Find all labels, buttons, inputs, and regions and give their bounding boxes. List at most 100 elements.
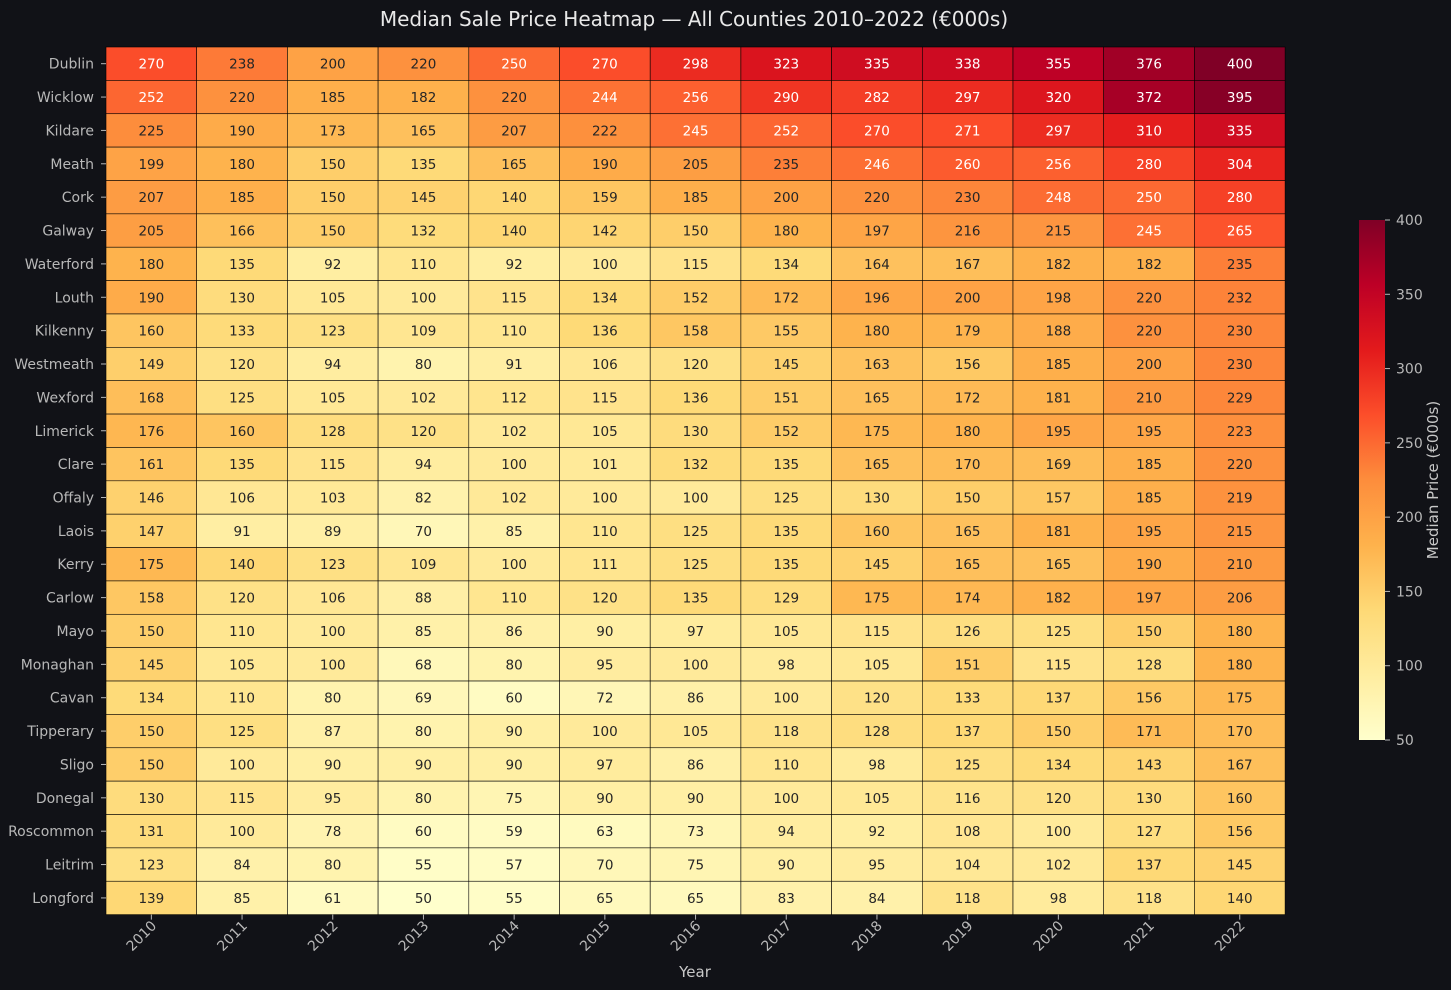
heatmap-cell: [1103, 213, 1195, 248]
heatmap-cell: [831, 113, 923, 148]
heatmap-cell: [468, 613, 560, 648]
heatmap-cell-label: 145: [864, 557, 890, 573]
colorbar-tick-label: 50: [1396, 733, 1414, 749]
heatmap-cell: [1103, 513, 1195, 548]
heatmap-cell: [196, 680, 288, 715]
heatmap-cell: [287, 213, 379, 248]
heatmap-cell-label: 85: [415, 624, 432, 640]
heatmap-cell: [287, 146, 379, 181]
heatmap-cell: [921, 213, 1014, 248]
heatmap-cell: [559, 413, 651, 448]
heatmap-cell: [559, 647, 651, 682]
heatmap-cell: [105, 380, 197, 415]
heatmap-cell: [468, 113, 560, 148]
heatmap-cell: [1103, 380, 1195, 415]
heatmap-cell-label: 180: [138, 257, 164, 273]
x-tick-label: 2022: [1212, 918, 1249, 955]
heatmap-cell: [649, 313, 742, 348]
colorbar-tick-label: 400: [1396, 213, 1423, 229]
heatmap-cell-label: 78: [324, 824, 341, 840]
heatmap-cell: [921, 680, 1014, 715]
heatmap-cell-label: 50: [415, 891, 432, 907]
heatmap-cell-label: 207: [138, 190, 164, 206]
heatmap-cell: [377, 80, 470, 115]
heatmap-cell: [1012, 113, 1104, 148]
heatmap-cell: [468, 880, 560, 915]
heatmap-cell-label: 102: [501, 424, 527, 440]
heatmap-cell-label: 175: [864, 424, 890, 440]
heatmap-cell: [921, 880, 1014, 915]
heatmap-cell: [1012, 280, 1104, 315]
heatmap-cell-label: 235: [773, 157, 799, 173]
x-tick-label: 2015: [577, 918, 614, 955]
heatmap-cell-label: 110: [229, 624, 255, 640]
heatmap-cell: [1194, 113, 1286, 148]
heatmap-cell-label: 150: [955, 490, 981, 506]
heatmap-cell-label: 252: [773, 123, 799, 139]
heatmap-cell-label: 101: [592, 457, 618, 473]
heatmap-cell: [1194, 180, 1286, 215]
x-axis-label: Year: [678, 963, 712, 981]
heatmap-cell-label: 230: [1227, 324, 1253, 340]
heatmap-cell-label: 88: [415, 591, 432, 607]
heatmap-cell: [1012, 847, 1104, 882]
heatmap-cell: [921, 480, 1014, 515]
heatmap-cell: [1103, 680, 1195, 715]
heatmap-cell-label: 55: [415, 858, 432, 874]
heatmap-cell: [105, 580, 197, 615]
heatmap-cell-label: 106: [229, 490, 255, 506]
heatmap-cell: [559, 246, 651, 281]
heatmap-cell-label: 150: [138, 757, 164, 773]
heatmap-cell-label: 137: [1136, 858, 1162, 874]
heatmap-cell: [1012, 647, 1104, 682]
heatmap-cell-label: 125: [955, 757, 981, 773]
heatmap-cell-label: 180: [229, 157, 255, 173]
heatmap-cell-label: 215: [1227, 524, 1253, 540]
heatmap-cell-label: 130: [229, 290, 255, 306]
heatmap-cell: [1194, 413, 1286, 448]
heatmap-cell-label: 165: [864, 457, 890, 473]
heatmap-cell-label: 92: [324, 257, 341, 273]
heatmap-cell: [196, 780, 288, 815]
heatmap-cell-label: 250: [501, 57, 527, 73]
heatmap-cell-label: 80: [506, 657, 523, 673]
heatmap-cell: [740, 313, 832, 348]
heatmap-cell-label: 90: [596, 624, 613, 640]
heatmap-cell: [831, 547, 923, 582]
heatmap-cell-label: 102: [501, 490, 527, 506]
y-tick-label: Wexford: [36, 390, 94, 406]
y-tick-label: Cavan: [50, 691, 94, 707]
heatmap-cell-label: 97: [596, 757, 613, 773]
colorbar-tick-label: 300: [1396, 362, 1423, 378]
heatmap-cell: [1194, 380, 1286, 415]
heatmap-cell: [1012, 146, 1104, 181]
heatmap-cell-label: 109: [411, 324, 437, 340]
heatmap-cell-label: 376: [1136, 57, 1162, 73]
heatmap-cell: [287, 347, 379, 381]
heatmap-cell-label: 167: [1227, 757, 1253, 773]
heatmap-cell-label: 139: [138, 891, 164, 907]
heatmap-cell: [377, 313, 470, 348]
heatmap-cell: [196, 180, 288, 215]
heatmap-cell: [377, 714, 470, 749]
heatmap-cell: [831, 880, 923, 915]
heatmap-cell-label: 188: [1045, 324, 1071, 340]
heatmap-cell: [287, 46, 379, 81]
heatmap-cell: [740, 380, 832, 415]
y-tick-label: Wicklow: [37, 90, 94, 106]
heatmap-cell-label: 115: [864, 624, 890, 640]
heatmap-cell: [831, 714, 923, 749]
y-tick-label: Sligo: [60, 757, 94, 773]
heatmap-cell-label: 220: [501, 90, 527, 106]
heatmap-cell-label: 297: [1045, 123, 1071, 139]
heatmap-cell-label: 120: [1045, 791, 1071, 807]
heatmap-cell-label: 185: [1136, 490, 1162, 506]
heatmap-cell: [921, 814, 1014, 849]
heatmap-cell: [377, 180, 470, 215]
y-tick-label: Kilkenny: [35, 324, 94, 340]
heatmap-cell: [1012, 246, 1104, 281]
heatmap-cell-label: 104: [955, 858, 981, 874]
heatmap-cell: [1194, 747, 1286, 782]
heatmap-cell: [740, 847, 832, 882]
heatmap-cell-label: 297: [955, 90, 981, 106]
